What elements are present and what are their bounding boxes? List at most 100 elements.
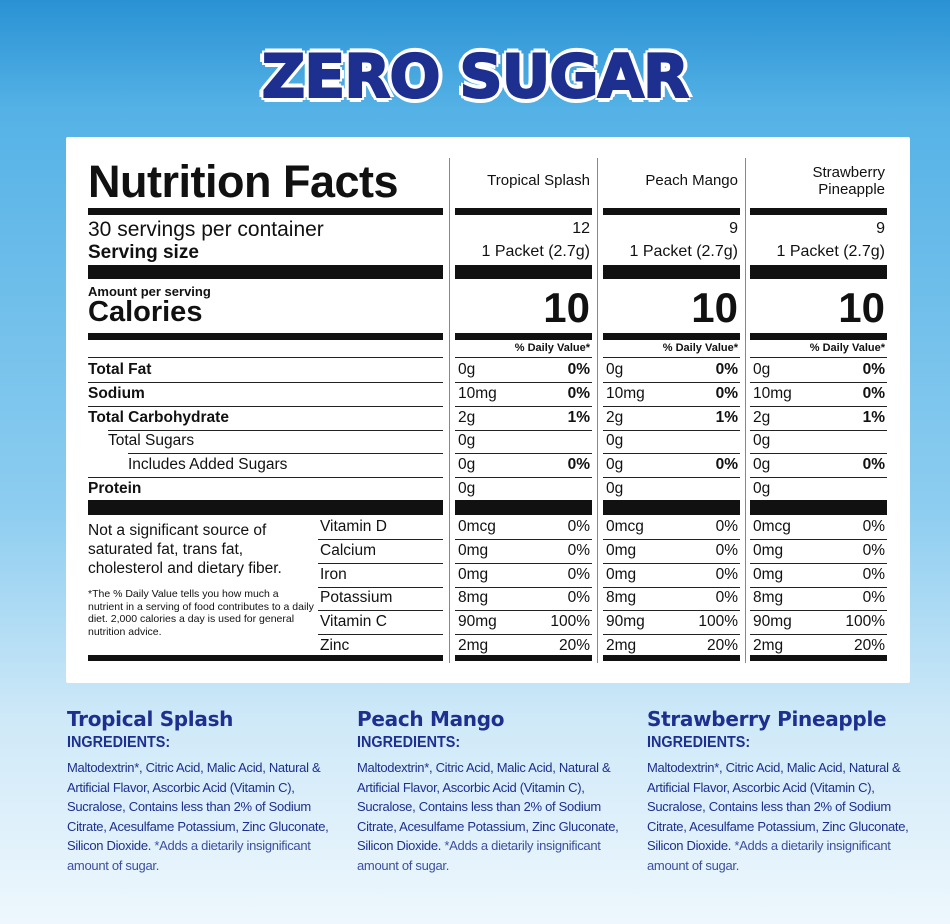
daily-value: 0% <box>715 541 738 559</box>
ingredients-note: *Adds a dietarily insignificant amount o… <box>647 838 891 873</box>
ingredients-text: Maltodextrin*, Citric Acid, Malic Acid, … <box>647 758 922 875</box>
serving-size: 1 Packet (2.7g) <box>481 243 591 260</box>
daily-value: 0% <box>862 361 885 378</box>
ingredients-heading: INGREDIENTS: <box>357 734 461 751</box>
calories-label: Calories <box>88 296 203 328</box>
vitamin-name: Iron <box>320 565 347 583</box>
rule <box>455 208 592 215</box>
rule <box>603 655 740 661</box>
daily-value: 20% <box>558 637 590 654</box>
line <box>455 610 592 612</box>
daily-value: 1% <box>862 408 885 426</box>
daily-value: 0% <box>862 589 885 607</box>
amount: 0mg <box>606 565 637 583</box>
amount: 0mg <box>753 565 784 583</box>
ingredients-note: *Adds a dietarily insignificant amount o… <box>67 838 311 873</box>
separator <box>597 158 598 663</box>
amount: 0g <box>753 361 771 378</box>
calories: 10 <box>543 284 590 331</box>
daily-value: 0% <box>567 518 590 535</box>
amount: 8mg <box>458 589 489 607</box>
serving-size-label: Serving size <box>88 242 199 263</box>
product-title: Strawberry Pineapple <box>647 707 887 731</box>
separator <box>745 158 746 663</box>
amount: 2g <box>753 408 771 426</box>
daily-value: 20% <box>706 637 738 654</box>
rule <box>750 333 887 340</box>
nutrient-name: Includes Added Sugars <box>128 456 288 474</box>
line <box>318 586 443 588</box>
rule <box>750 655 887 661</box>
daily-value: 0% <box>862 518 885 535</box>
line <box>455 477 592 479</box>
separator <box>449 158 450 663</box>
line <box>603 405 740 407</box>
rule <box>88 500 443 515</box>
line <box>603 634 740 636</box>
daily-value: 0% <box>715 518 738 535</box>
rule <box>750 500 887 515</box>
line <box>603 429 740 431</box>
heading: Nutrition Facts <box>88 156 399 207</box>
line <box>750 539 887 540</box>
line <box>750 429 887 431</box>
ingredients-list: Maltodextrin*, Citric Acid, Malic Acid, … <box>357 760 619 853</box>
amount: 0g <box>753 480 771 497</box>
amount: 0g <box>458 432 476 450</box>
ingredients-block: Strawberry Pineapple INGREDIENTS: Maltodex… <box>647 707 922 875</box>
note: Not a significant source of saturated fa… <box>88 522 282 577</box>
line <box>455 634 592 636</box>
amount: 0g <box>606 432 624 450</box>
amount: 0g <box>458 361 476 378</box>
rule <box>88 265 443 279</box>
amount: 0g <box>606 361 624 378</box>
amount: 2mg <box>606 637 637 654</box>
amount: 10mg <box>606 384 645 402</box>
line <box>455 453 592 455</box>
line <box>750 586 887 588</box>
product-name: Tropical Splash <box>487 172 590 189</box>
line <box>318 562 443 564</box>
amount: 0g <box>458 456 476 474</box>
amount: 0mg <box>458 541 489 559</box>
vitamin-name: Vitamin D <box>320 518 387 535</box>
line <box>750 610 887 612</box>
rule <box>750 208 887 215</box>
daily-value: 1% <box>567 408 590 426</box>
line <box>455 539 592 540</box>
amount: 0g <box>606 456 624 474</box>
ingredients-block: Tropical Splash INGREDIENTS: Maltodextrin*… <box>67 707 342 875</box>
serving-size: 1 Packet (2.7g) <box>629 243 739 260</box>
daily-value: 0% <box>567 384 590 402</box>
line <box>88 357 443 358</box>
line <box>318 610 443 612</box>
ingredients-block: Peach Mango INGREDIENTS: Maltodextrin*, Ci… <box>357 707 632 875</box>
amount: 0mcg <box>606 518 644 535</box>
amount: 90mg <box>606 613 645 631</box>
daily-value: 0% <box>715 589 738 607</box>
line <box>455 429 592 431</box>
line <box>455 562 592 564</box>
ingredients-text: Maltodextrin*, Citric Acid, Malic Acid, … <box>67 758 342 875</box>
daily-value: 0% <box>567 361 590 378</box>
daily-value: 0% <box>862 565 885 583</box>
daily-value: 20% <box>853 637 885 654</box>
product-name: Strawberry Pineapple <box>812 164 885 198</box>
line <box>750 382 887 383</box>
serving-size: 1 Packet (2.7g) <box>776 243 886 260</box>
amount: 0g <box>458 480 476 497</box>
line <box>750 634 887 636</box>
amount: 10mg <box>753 384 792 402</box>
calories: 10 <box>691 284 738 331</box>
amount: 0g <box>753 432 771 450</box>
daily-value: 100% <box>550 613 590 631</box>
nutrition-panel <box>66 137 910 683</box>
dv-header: % Daily Value* <box>514 342 590 354</box>
line <box>603 453 740 455</box>
rule <box>455 500 592 515</box>
rule <box>603 333 740 340</box>
amount: 90mg <box>458 613 497 631</box>
daily-value: 0% <box>715 384 738 402</box>
line <box>128 453 443 455</box>
